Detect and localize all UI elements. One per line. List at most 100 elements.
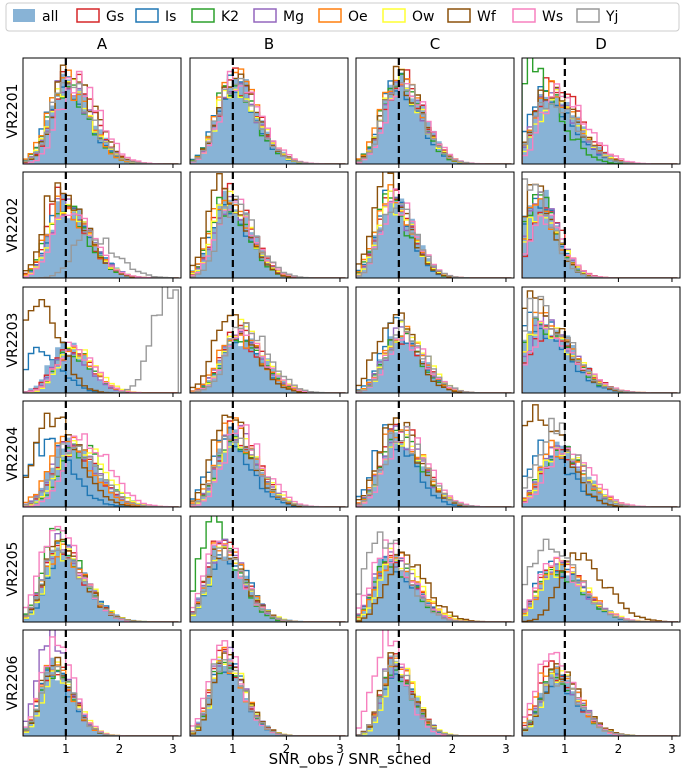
x-tick-label: 1: [561, 742, 569, 756]
x-tick-label: 1: [229, 742, 237, 756]
row-label-vr2203: VR2203: [5, 313, 21, 368]
panel-frame: [189, 400, 349, 508]
histogram-all: [23, 437, 179, 507]
panel-frame: [355, 629, 515, 737]
histogram-yj: [190, 322, 346, 393]
panel-vr2203-c: [355, 286, 515, 397]
legend-swatch-yj: [576, 8, 600, 23]
histogram-all: [356, 655, 512, 736]
legend-label-oe: Oe: [348, 9, 368, 25]
legend-label-yj: Yj: [605, 9, 618, 25]
x-tick-label: 1: [62, 742, 70, 756]
histogram-ws: [356, 630, 512, 736]
legend-swatch-mg: [253, 8, 277, 23]
histogram-all: [190, 658, 346, 736]
histogram-all: [190, 545, 346, 622]
legend-swatch-ow: [382, 8, 406, 23]
histogram-yj: [23, 443, 179, 507]
x-tick-label: 3: [502, 742, 510, 756]
panel-frame: [22, 515, 182, 623]
panel-vr2202-d: [521, 171, 681, 282]
legend-label-mg: Mg: [283, 9, 304, 25]
histogram-yj: [522, 178, 678, 278]
legend-label-ws: Ws: [542, 9, 563, 25]
histogram-all: [23, 547, 179, 622]
legend-frame: [5, 2, 680, 32]
panel-grid: 1 2 3 1 2 3 1 2 3 1 2 3: [22, 57, 681, 756]
panel-vr2204-a: [22, 400, 182, 511]
legend-swatch-is: [135, 8, 159, 23]
legend-label-ow: Ow: [412, 9, 434, 25]
panel-frame: [521, 286, 681, 394]
panel-frame: [355, 515, 515, 623]
histogram-yj: [23, 665, 179, 736]
panel-frame: [22, 286, 182, 394]
row-label-vr2202: VR2202: [5, 198, 21, 253]
panel-vr2201-d: [521, 57, 681, 168]
legend-swatch-gs: [76, 8, 100, 23]
x-tick-label: 1: [395, 742, 403, 756]
panel-frame: [521, 171, 681, 279]
x-tick-label: 2: [449, 742, 457, 756]
histogram-all: [356, 553, 512, 622]
histogram-all: [356, 335, 512, 393]
x-tick-label: 3: [336, 742, 344, 756]
row-label-vr2206: VR2206: [5, 655, 21, 710]
panel-frame: [189, 515, 349, 623]
panel-vr2204-c: [355, 400, 515, 511]
panel-vr2204-d: [521, 400, 681, 511]
panel-frame: [22, 171, 182, 279]
histogram-all: [190, 190, 346, 278]
histogram-all: [190, 78, 346, 164]
column-label-d: D: [595, 35, 607, 53]
row-label-vr2204: VR2204: [5, 426, 21, 481]
legend-label-wf: Wf: [477, 9, 497, 25]
histogram-wf: [522, 552, 678, 622]
histogram-all: [356, 428, 512, 507]
histogram-yj: [23, 82, 179, 164]
histogram-all: [356, 197, 512, 278]
panel-vr2202-c: [355, 171, 515, 282]
panel-vr2203-a: [22, 286, 182, 397]
column-labels: A B C D: [97, 35, 607, 53]
column-label-c: C: [430, 35, 440, 53]
panel-frame: [521, 515, 681, 623]
panel-vr2205-d: [521, 515, 681, 626]
panel-frame: [521, 629, 681, 737]
legend-swatch-wf: [447, 8, 471, 23]
panel-frame: [22, 400, 182, 508]
histogram-yj: [23, 287, 179, 393]
x-tick-label: 2: [283, 742, 291, 756]
panel-vr2202-b: [189, 171, 349, 282]
panel-vr2205-a: [22, 515, 182, 626]
panel-vr2203-d: [521, 286, 681, 397]
panel-vr2206-c: 1 2 3: [355, 629, 515, 756]
x-tick-label: 3: [668, 742, 676, 756]
legend-swatch-oe: [318, 8, 342, 23]
legend-label-all: all: [42, 9, 58, 25]
histogram-all: [522, 316, 678, 393]
panel-vr2206-a: 1 2 3: [22, 629, 182, 756]
histogram-ws: [23, 433, 179, 507]
panel-vr2206-d: 1 2 3: [521, 629, 681, 756]
histogram-all: [356, 72, 512, 164]
panel-frame: [189, 286, 349, 394]
panel-vr2204-b: [189, 400, 349, 511]
panel-vr2201-c: [355, 57, 515, 168]
x-tick-label: 2: [615, 742, 623, 756]
histogram-wf: [23, 299, 179, 393]
panel-frame: [22, 629, 182, 737]
row-label-vr2201: VR2201: [5, 84, 21, 139]
histogram-all: [190, 335, 346, 393]
legend-label-gs: Gs: [106, 9, 124, 25]
column-label-a: A: [97, 35, 108, 53]
legend-swatch-k2: [191, 8, 215, 23]
panel-frame: [355, 286, 515, 394]
legend: all Gs Is K2 Mg Oe Ow Wf Ws Yj: [5, 2, 680, 32]
histogram-is: [23, 346, 179, 393]
histogram-yj: [23, 230, 179, 278]
x-axis-label: SNR_obs / SNR_sched: [269, 750, 432, 769]
x-tick-label: 2: [116, 742, 124, 756]
legend-swatch-all: [13, 9, 35, 22]
panel-vr2205-c: [355, 515, 515, 626]
